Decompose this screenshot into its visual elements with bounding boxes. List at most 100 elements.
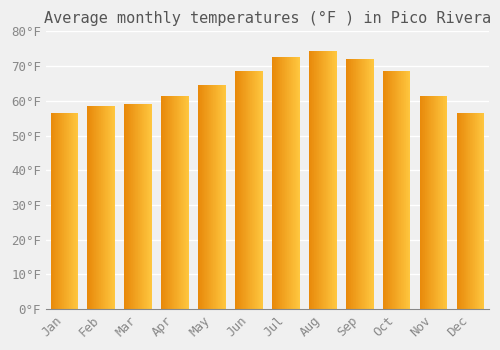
Bar [143,104,144,309]
Bar [114,106,115,309]
Bar [346,59,374,309]
Bar [244,71,245,309]
Bar [280,57,281,309]
Bar [66,113,67,309]
Bar [198,85,226,309]
Bar [405,71,406,309]
Bar [464,113,465,309]
Bar [214,85,215,309]
Bar [435,96,436,309]
Bar [290,57,292,309]
Bar [97,106,98,309]
Bar [224,85,225,309]
Bar [292,57,293,309]
Bar [147,104,148,309]
Bar [386,71,387,309]
Bar [400,71,401,309]
Bar [480,113,481,309]
Bar [283,57,284,309]
Bar [468,113,469,309]
Bar [284,57,285,309]
Bar [93,106,94,309]
Bar [456,113,458,309]
Bar [357,59,358,309]
Bar [254,71,255,309]
Bar [202,85,203,309]
Bar [288,57,290,309]
Bar [247,71,248,309]
Bar [220,85,221,309]
Bar [56,113,57,309]
Bar [139,104,140,309]
Bar [176,96,177,309]
Bar [323,50,324,309]
Bar [428,96,430,309]
Bar [164,96,165,309]
Bar [146,104,147,309]
Bar [473,113,474,309]
Bar [438,96,439,309]
Bar [237,71,238,309]
Bar [470,113,471,309]
Bar [393,71,394,309]
Bar [463,113,464,309]
Bar [327,50,328,309]
Bar [68,113,70,309]
Bar [279,57,280,309]
Bar [98,106,100,309]
Bar [462,113,463,309]
Bar [441,96,442,309]
Bar [110,106,111,309]
Bar [432,96,433,309]
Bar [372,59,373,309]
Bar [366,59,368,309]
Bar [391,71,392,309]
Bar [390,71,391,309]
Bar [385,71,386,309]
Bar [420,96,448,309]
Bar [59,113,60,309]
Bar [258,71,260,309]
Bar [223,85,224,309]
Bar [124,104,125,309]
Bar [94,106,95,309]
Bar [353,59,354,309]
Bar [218,85,219,309]
Bar [63,113,64,309]
Bar [137,104,138,309]
Bar [201,85,202,309]
Bar [105,106,106,309]
Bar [309,50,336,309]
Bar [333,50,334,309]
Bar [326,50,327,309]
Bar [170,96,171,309]
Bar [144,104,145,309]
Bar [113,106,114,309]
Bar [102,106,104,309]
Bar [150,104,152,309]
Bar [312,50,313,309]
Bar [61,113,62,309]
Bar [409,71,410,309]
Bar [356,59,357,309]
Bar [57,113,58,309]
Bar [408,71,409,309]
Bar [208,85,210,309]
Bar [401,71,402,309]
Bar [136,104,137,309]
Bar [225,85,226,309]
Bar [111,106,112,309]
Bar [168,96,169,309]
Bar [442,96,443,309]
Bar [207,85,208,309]
Bar [315,50,316,309]
Bar [425,96,426,309]
Bar [169,96,170,309]
Bar [388,71,389,309]
Bar [88,106,115,309]
Bar [260,71,262,309]
Bar [437,96,438,309]
Bar [444,96,446,309]
Bar [440,96,441,309]
Bar [348,59,350,309]
